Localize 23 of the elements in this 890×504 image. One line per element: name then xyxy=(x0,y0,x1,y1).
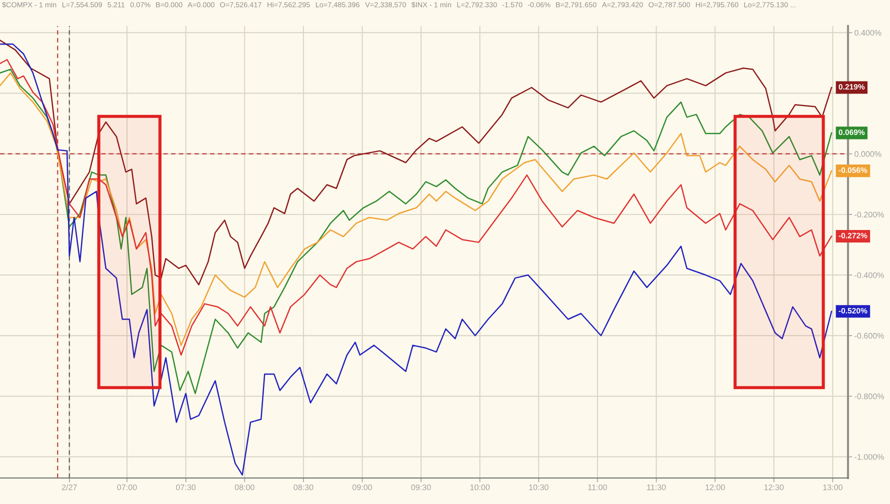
x-tick-label: 07:30 xyxy=(176,484,196,490)
x-tick-label: 07:00 xyxy=(117,484,137,490)
x-tick-label: 10:00 xyxy=(470,484,490,490)
x-tick-label: 08:00 xyxy=(234,484,254,490)
x-tick-label: 12:30 xyxy=(764,484,784,490)
x-tick-label: 08:30 xyxy=(294,484,314,490)
line-series xyxy=(0,44,832,476)
line-series xyxy=(0,40,832,286)
y-tick-label: -0.800% xyxy=(854,394,884,400)
x-tick-label: 12:00 xyxy=(706,484,725,490)
y-tick-label: 0.000% xyxy=(854,151,882,157)
x-tick-label: 09:30 xyxy=(411,484,431,490)
y-tick-label: -0.400% xyxy=(854,272,884,278)
x-tick-label: 10:30 xyxy=(529,484,548,490)
x-tick-label: 2/27 xyxy=(62,484,77,490)
y-tick-label: -0.600% xyxy=(854,332,884,339)
y-tick-label: 0.400% xyxy=(854,30,882,36)
y-tick-label: -0.200% xyxy=(854,212,884,218)
x-tick-label: 09:00 xyxy=(352,484,372,490)
y-tick-label: -1.000% xyxy=(854,454,884,460)
x-tick-label: 11:30 xyxy=(647,484,666,490)
x-tick-label: 11:00 xyxy=(588,484,607,490)
x-tick-label: 13:00 xyxy=(823,484,842,490)
